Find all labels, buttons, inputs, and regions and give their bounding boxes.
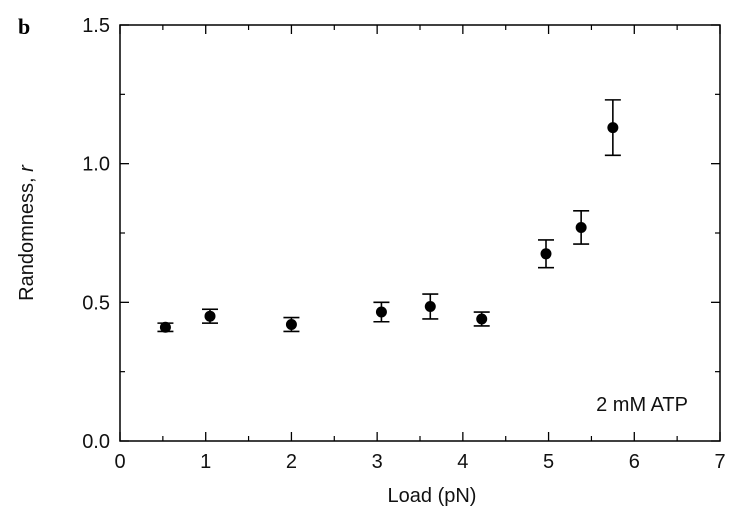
data-point — [204, 310, 216, 322]
data-points — [159, 122, 619, 333]
x-tick-label: 5 — [543, 451, 554, 473]
x-tick-label: 2 — [286, 451, 297, 473]
axis-ticks — [119, 24, 721, 442]
y-tick-label: 1.5 — [82, 15, 110, 37]
x-tick-label: 7 — [714, 451, 725, 473]
error-bars — [157, 99, 621, 333]
y-axis-label-prefix: Randomness, — [16, 172, 38, 301]
data-point — [540, 248, 552, 260]
atp-annotation: 2 mM ATP — [596, 394, 688, 416]
y-tick-label: 0.5 — [82, 292, 110, 314]
y-axis-label-variable: r — [16, 164, 38, 172]
y-axis-label: Randomness, r — [16, 164, 38, 301]
data-point — [285, 319, 297, 331]
x-tick-label: 0 — [114, 451, 125, 473]
plot-frame — [119, 24, 721, 442]
y-tick-label: 0.0 — [82, 431, 110, 453]
x-axis-label: Load (pN) — [388, 485, 477, 507]
data-point — [424, 300, 436, 312]
x-tick-label: 4 — [457, 451, 468, 473]
data-point — [159, 321, 171, 333]
data-point — [575, 221, 587, 233]
tick-labels: 0 1 2 3 4 5 6 7 0.0 0.5 1.0 1.5 — [82, 15, 725, 473]
data-point — [607, 122, 619, 134]
data-point — [476, 313, 488, 325]
x-tick-label: 6 — [629, 451, 640, 473]
y-tick-label: 1.0 — [82, 154, 110, 176]
x-tick-label: 1 — [200, 451, 211, 473]
panel-label: b — [18, 14, 30, 39]
data-point — [375, 306, 387, 318]
x-tick-label: 3 — [372, 451, 383, 473]
